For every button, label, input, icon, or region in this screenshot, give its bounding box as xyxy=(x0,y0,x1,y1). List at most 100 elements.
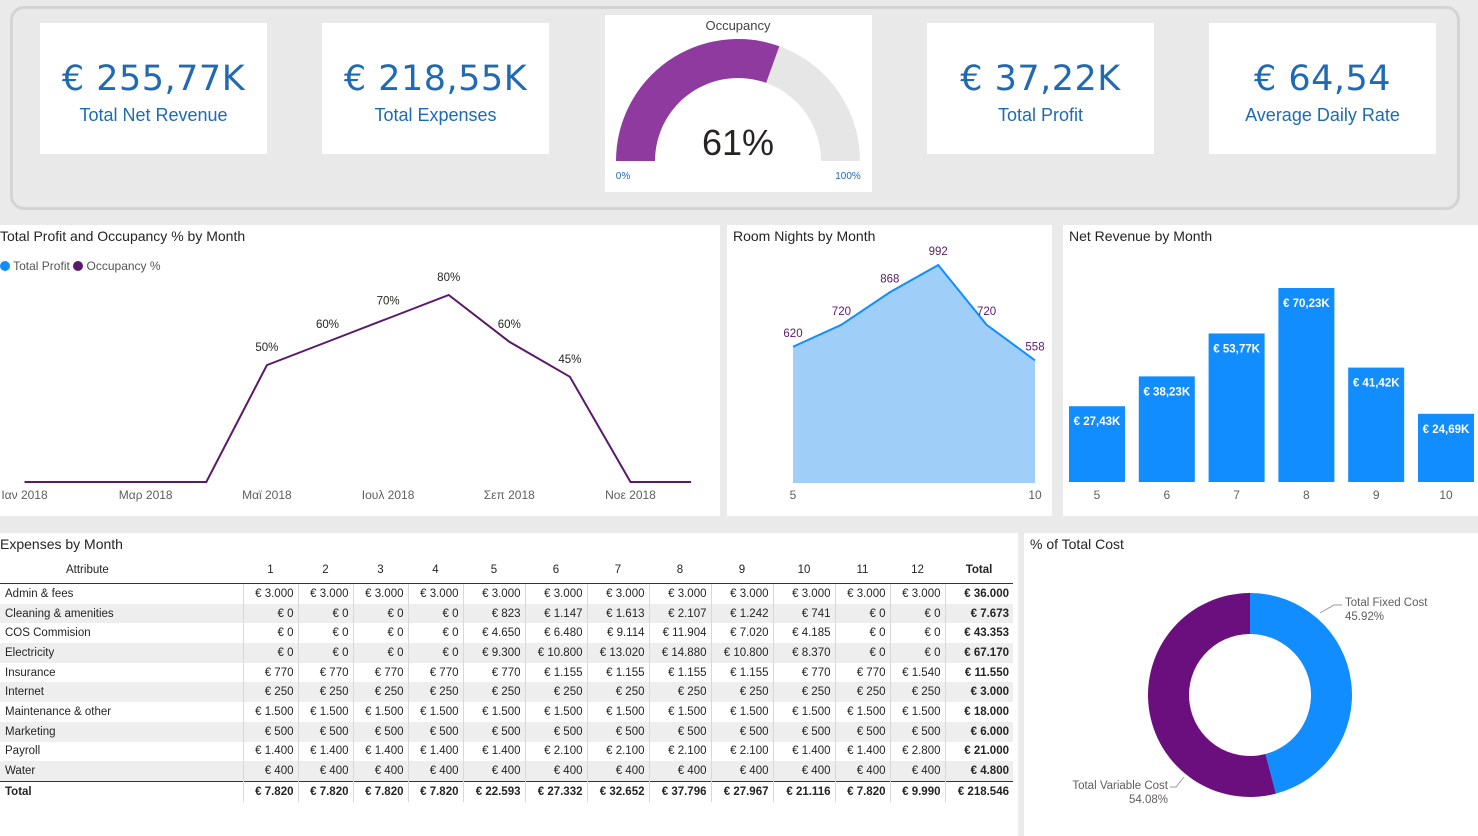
table-row: Cleaning & amenities € 0 € 0 € 0 € 0 € 823 € 1… xyxy=(0,603,1013,624)
panel-title: Room Nights by Month xyxy=(733,228,876,244)
kpi-card-total-profit[interactable]: € 37,22K Total Profit xyxy=(927,23,1154,154)
table-row: Marketing € 500 € 500 € 500 € 500 € 500 € 500 €… xyxy=(0,721,1013,742)
table-cell: € 1.500 xyxy=(297,702,353,722)
column-header[interactable]: 2 xyxy=(298,557,353,584)
column-header[interactable]: 3 xyxy=(353,557,408,584)
x-tick-label: Μαϊ 2018 xyxy=(242,488,292,502)
kpi-card-total-expenses[interactable]: € 218,55K Total Expenses xyxy=(322,23,549,154)
kpi-value: € 218,55K xyxy=(343,59,528,99)
total-cost-panel[interactable]: % of Total Cost Total Fixed Cost 45.92% To… xyxy=(1024,533,1478,836)
table-cell: € 3.000 xyxy=(462,583,525,604)
room-nights-chart: 620 720 868 992 720 558 5 10 xyxy=(783,246,1044,502)
column-header[interactable]: Total xyxy=(945,557,1013,584)
kpi-card-average-daily-rate[interactable]: € 64,54 Average Daily Rate xyxy=(1209,23,1436,154)
table-cell: € 0 xyxy=(834,603,890,624)
table-row: Water € 400 € 400 € 400 € 400 € 400 € 400 € 400… xyxy=(0,761,1013,782)
kpi-label: Total Net Revenue xyxy=(79,105,228,125)
kpi-card-net-revenue[interactable]: € 255,77K Total Net Revenue xyxy=(40,23,267,154)
table-row: Admin & fees € 3.000 € 3.000 € 3.000 € 3.000… xyxy=(0,583,1013,604)
leader-line xyxy=(1319,604,1342,614)
table-cell: € 0 xyxy=(889,603,945,624)
table-cell: € 1.155 xyxy=(710,662,773,683)
table-cell: € 770 xyxy=(297,662,353,683)
profit-occupancy-panel[interactable]: Total Profit and Occupancy % by Month To… xyxy=(0,225,720,516)
x-tick-label: 5 xyxy=(1094,488,1101,502)
room-nights-panel[interactable]: Room Nights by Month 620 720 868 992 720 558 5… xyxy=(727,225,1052,516)
table-cell: € 1.400 xyxy=(242,741,298,762)
table-cell: € 7.673 xyxy=(944,603,1013,624)
table-cell: € 0 xyxy=(889,623,945,644)
area-data-label: 992 xyxy=(929,246,948,258)
table-cell: € 823 xyxy=(462,603,525,624)
table-cell: € 500 xyxy=(297,721,353,742)
table-cell: € 7.820 xyxy=(352,780,408,802)
table-cell: € 250 xyxy=(834,682,890,703)
table-cell: € 7.820 xyxy=(242,780,298,802)
net-revenue-panel[interactable]: Net Revenue by Month € 27,43K 5 € 38,23K 6 €… xyxy=(1063,225,1478,516)
revenue-bar-label: € 24,69K xyxy=(1423,424,1470,436)
column-header[interactable]: 5 xyxy=(463,557,525,584)
revenue-bar-label: € 38,23K xyxy=(1143,386,1190,398)
table-cell: € 400 xyxy=(352,761,408,782)
row-attribute-cell: Internet xyxy=(0,682,243,703)
donut-label-value: 45.92% xyxy=(1345,611,1384,623)
table-cell: € 1.500 xyxy=(648,702,711,722)
table-cell: € 1.155 xyxy=(586,662,649,683)
table-cell: € 250 xyxy=(407,682,463,703)
table-cell: € 10.800 xyxy=(524,643,587,663)
area-line xyxy=(792,263,1036,362)
revenue-bar xyxy=(1418,413,1474,482)
legend-label[interactable]: Occupancy % xyxy=(86,259,161,273)
revenue-bar-label: € 41,42K xyxy=(1353,378,1400,390)
column-header[interactable]: 7 xyxy=(587,557,649,584)
table-cell: € 2.800 xyxy=(889,741,945,762)
column-header[interactable]: 10 xyxy=(773,557,835,584)
table-cell: € 400 xyxy=(648,761,711,782)
x-tick-label: 10 xyxy=(1439,488,1453,502)
legend-dot-occupancy xyxy=(73,261,84,271)
table-cell: € 1.400 xyxy=(772,741,835,762)
column-header[interactable]: 6 xyxy=(525,557,587,584)
column-header[interactable]: 8 xyxy=(649,557,711,584)
x-tick-label: Ιουλ 2018 xyxy=(362,488,415,502)
table-cell: € 37.796 xyxy=(648,780,711,802)
occupancy-data-label: 50% xyxy=(255,342,278,354)
table-cell: € 27.967 xyxy=(710,780,773,802)
table-cell: € 1.500 xyxy=(772,702,835,722)
table-cell: € 1.155 xyxy=(524,662,587,683)
area-data-label: 720 xyxy=(832,306,851,318)
column-header[interactable]: 1 xyxy=(243,557,298,584)
table-cell: € 2.107 xyxy=(648,603,711,624)
table-cell: € 0 xyxy=(297,623,353,644)
table-cell: € 770 xyxy=(462,662,525,683)
occupancy-gauge: Occupancy 61% 0% 100% xyxy=(616,18,861,182)
table-cell: € 13.020 xyxy=(586,643,649,663)
column-header[interactable]: 4 xyxy=(408,557,463,584)
column-header-attribute[interactable]: Attribute xyxy=(0,557,243,584)
column-header[interactable]: 11 xyxy=(835,557,890,584)
table-cell: € 0 xyxy=(407,603,463,624)
donut-label-name: Total Fixed Cost xyxy=(1345,597,1428,609)
table-cell: € 3.000 xyxy=(586,583,649,604)
table-row: Payroll € 1.400 € 1.400 € 1.400 € 1.400 € 1.4… xyxy=(0,741,1013,762)
x-tick-label: 8 xyxy=(1303,488,1310,502)
table-cell: € 7.820 xyxy=(407,780,463,802)
table-cell: € 250 xyxy=(586,682,649,703)
table-cell: € 9.300 xyxy=(462,643,525,663)
table-cell: € 11.904 xyxy=(648,623,711,644)
occupancy-gauge-card[interactable]: Occupancy 61% 0% 100% xyxy=(605,15,872,192)
table-cell: € 1.500 xyxy=(462,702,525,722)
table-cell: € 1.242 xyxy=(710,603,773,624)
column-header[interactable]: 12 xyxy=(890,557,945,584)
table-cell: € 67.170 xyxy=(944,643,1013,663)
table-cell: € 3.000 xyxy=(648,583,711,604)
table-cell: € 500 xyxy=(772,721,835,742)
table-cell: € 2.100 xyxy=(524,741,587,762)
column-header[interactable]: 9 xyxy=(711,557,773,584)
table-cell: € 770 xyxy=(242,662,298,683)
legend-label[interactable]: Total Profit xyxy=(13,259,70,273)
table-row: Internet € 250 € 250 € 250 € 250 € 250 € 250 € … xyxy=(0,682,1013,703)
x-tick-label: 10 xyxy=(1028,488,1042,502)
table-cell: € 1.500 xyxy=(242,702,298,722)
table-cell: € 21.116 xyxy=(772,780,835,802)
